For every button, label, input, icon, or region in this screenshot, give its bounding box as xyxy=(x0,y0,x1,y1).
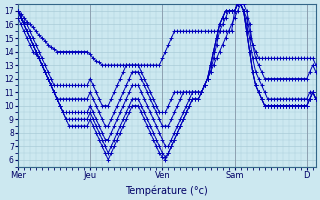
X-axis label: Température (°c): Température (°c) xyxy=(125,185,208,196)
